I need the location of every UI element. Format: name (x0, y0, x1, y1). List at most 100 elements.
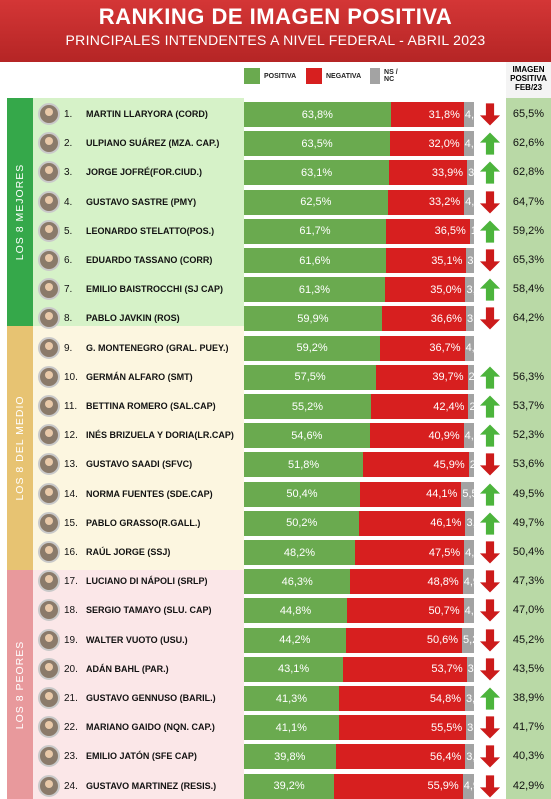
history-value: 47,3% (512, 575, 545, 588)
bar-negative: 33,2% (387, 189, 465, 215)
bar-positive: 63,1% (244, 160, 390, 186)
stacked-bar: 44,2%50,6%5,2 (244, 627, 474, 653)
history-value (506, 335, 551, 362)
bar-negative: 35,1% (385, 248, 467, 273)
avatar (38, 716, 60, 739)
avatar (38, 687, 60, 709)
bar-negative: 46,1% (359, 510, 466, 536)
avatar (38, 190, 60, 213)
trend-down-arrow-icon (478, 628, 502, 653)
trend-down-arrow-icon (478, 598, 502, 623)
rank-number: 16. (64, 547, 78, 558)
bar-negative: 32,0% (390, 131, 464, 157)
history-value: 45,2% (512, 633, 545, 646)
history-value: 49,7% (512, 516, 545, 529)
history-value: 41,7% (512, 721, 545, 734)
bar-ns: 2,3 (468, 452, 474, 478)
avatar (38, 482, 60, 505)
trend-down-arrow-icon (478, 248, 502, 273)
group-tint-worst (33, 570, 244, 799)
bar-positive: 43,1% (244, 656, 344, 682)
rank-number: 9. (64, 342, 73, 354)
trend-down-arrow-icon (478, 452, 502, 477)
bar-positive: 59,9% (244, 306, 382, 332)
bar-negative: 33,9% (389, 160, 468, 186)
stacked-bar: 59,9%36,6%3,5 (244, 306, 474, 332)
stacked-bar: 43,1%53,7%3,2 (244, 656, 474, 682)
stacked-bar: 51,8%45,9%2,3 (244, 452, 474, 478)
table-row: 22. MARIANO GAIDO (NQN. CAP.) 41,1%55,5%3,… (0, 714, 551, 741)
mayor-name: LUCIANO DI NÁPOLI (SRLP) (86, 576, 208, 587)
stacked-bar: 61,7%36,5%1,8 (244, 218, 474, 244)
mayor-name: PABLO JAVKIN (ROS) (86, 313, 180, 324)
avatar (38, 336, 60, 359)
bar-ns: 4,9 (462, 569, 474, 595)
bar-positive: 46,3% (244, 569, 351, 595)
table-row: 1. MARTIN LLARYORA (CORD) 63,8%31,8%4,4 65,… (0, 101, 551, 128)
history-value: 53,6% (512, 458, 545, 471)
bar-positive: 39,2% (244, 773, 335, 799)
trend-up-arrow-icon (478, 482, 502, 506)
mayor-name: EMILIO BAISTROCCHI (SJ CAP) (86, 284, 224, 295)
table-row: 15. PABLO GRASSO(R.GALL.) 50,2%46,1%3,7 49,… (0, 510, 551, 537)
bar-negative: 39,7% (376, 364, 468, 390)
mayor-name: G. MONTENEGRO (GRAL. PUEY.) (86, 342, 229, 353)
table-row: 17. LUCIANO DI NÁPOLI (SRLP) 46,3%48,8%4,9… (0, 568, 551, 595)
rank-number: 1. (64, 109, 73, 120)
rank-number: 20. (64, 663, 78, 675)
bar-ns: 3,0 (467, 160, 474, 186)
bar-positive: 62,5% (244, 189, 388, 215)
table-row: 18. SERGIO TAMAYO (SLU. CAP) 44,8%50,7%4,5… (0, 597, 551, 624)
bar-ns: 4,5 (463, 423, 474, 449)
stacked-bar: 39,8%56,4%3,8 (244, 744, 474, 770)
legend-swatch-positive (244, 68, 260, 84)
mayor-name: PABLO GRASSO(R.GALL.) (86, 517, 201, 528)
history-value: 59,2% (512, 224, 545, 237)
stacked-bar: 63,8%31,8%4,4 (244, 102, 474, 127)
stacked-bar: 41,3%54,8%3,9 (244, 686, 474, 711)
rank-number: 6. (64, 255, 73, 266)
trend-down-arrow-icon (478, 744, 502, 769)
mayor-name: INÉS BRIZUELA Y DORIA(LR.CAP) (86, 430, 234, 441)
rank-number: 22. (64, 722, 78, 734)
bar-ns: 3,4 (466, 715, 474, 741)
bar-negative: 48,8% (350, 569, 463, 595)
history-value: 42,9% (512, 779, 545, 792)
avatar (38, 219, 60, 242)
avatar (38, 161, 60, 184)
bar-negative: 31,8% (390, 102, 464, 127)
table-row: 2. ULPIANO SUÁREZ (MZA. CAP.) 63,5% 32,0% 4,… (0, 130, 551, 157)
bar-ns: 4,9 (462, 773, 474, 799)
bar-negative: 56,4% (335, 744, 466, 770)
rank-number: 12. (64, 430, 78, 442)
table-row: 21. GUSTAVO GENNUSO (BARIL.) 41,3%54,8%3,9… (0, 685, 551, 712)
bar-negative: 40,9% (369, 423, 464, 449)
table-row: 3. JORGE JOFRÉ(FOR.CIUD.) 63,1%33,9%3,0 62,… (0, 159, 551, 186)
legend-swatch-negative (306, 68, 322, 84)
rank-number: 18. (64, 605, 78, 617)
bar-positive: 59,2% (244, 335, 381, 361)
rank-number: 21. (64, 693, 78, 704)
rank-number: 11. (64, 401, 78, 412)
history-value: 58,4% (512, 283, 545, 296)
history-header-line-1: IMAGEN (512, 65, 545, 74)
trend-up-arrow-icon (478, 686, 502, 711)
avatar (38, 745, 60, 768)
table-row: 10. GERMÁN ALFARO (SMT) 57,5%39,7%2,8 56,3% (0, 364, 551, 391)
mayor-name: ADÁN BAHL (PAR.) (86, 663, 169, 674)
avatar (38, 657, 60, 680)
bar-negative: 45,9% (363, 452, 469, 478)
trend-up-arrow-icon (478, 219, 502, 244)
bar-positive: 55,2% (244, 394, 371, 419)
bar-ns: 2,4 (468, 394, 474, 419)
mayor-name: GUSTAVO SAADI (SFVC) (86, 459, 193, 470)
history-value: 50,4% (512, 546, 545, 558)
bar-ns: 1,8 (469, 218, 474, 244)
mayor-name: NORMA FUENTES (SDE.CAP) (86, 488, 213, 499)
table-row: 7. EMILIO BAISTROCCHI (SJ CAP) 61,3% 35,0% 3… (0, 276, 551, 303)
trend-down-arrow-icon (478, 774, 502, 799)
mayor-name: EDUARDO TASSANO (CORR) (86, 255, 213, 265)
bar-negative: 42,4% (370, 394, 469, 419)
stacked-bar: 39,2%55,9%4,9 (244, 773, 474, 799)
stacked-bar: 61,3%35,0%3,7 (244, 277, 474, 303)
